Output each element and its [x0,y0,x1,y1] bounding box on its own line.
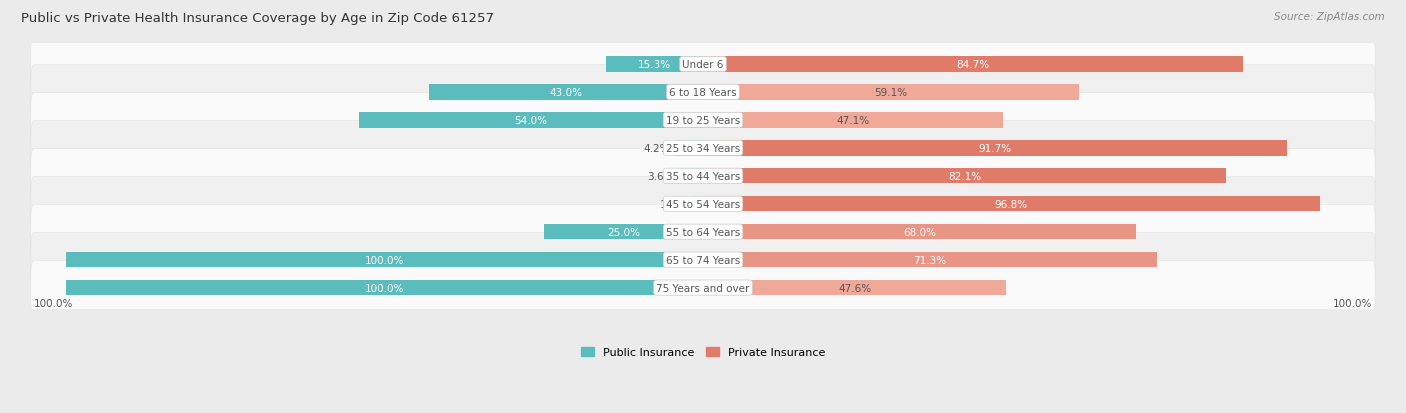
FancyBboxPatch shape [703,197,1320,212]
Text: 25.0%: 25.0% [607,227,640,237]
Text: 6 to 18 Years: 6 to 18 Years [669,88,737,97]
FancyBboxPatch shape [703,252,1157,268]
FancyBboxPatch shape [676,141,703,156]
FancyBboxPatch shape [31,205,1375,259]
FancyBboxPatch shape [703,57,1243,72]
FancyBboxPatch shape [429,85,703,100]
FancyBboxPatch shape [31,38,1375,92]
Text: Source: ZipAtlas.com: Source: ZipAtlas.com [1274,12,1385,22]
Text: 47.6%: 47.6% [838,283,872,293]
Text: 100.0%: 100.0% [34,298,73,308]
Text: 43.0%: 43.0% [550,88,582,97]
Text: 100.0%: 100.0% [1333,298,1372,308]
FancyBboxPatch shape [31,233,1375,287]
Text: 25 to 34 Years: 25 to 34 Years [666,143,740,154]
FancyBboxPatch shape [31,121,1375,176]
FancyBboxPatch shape [31,261,1375,315]
Text: 35 to 44 Years: 35 to 44 Years [666,171,740,181]
Text: 84.7%: 84.7% [956,60,990,70]
FancyBboxPatch shape [359,113,703,128]
FancyBboxPatch shape [703,85,1080,100]
FancyBboxPatch shape [31,65,1375,120]
Text: 68.0%: 68.0% [903,227,936,237]
FancyBboxPatch shape [31,93,1375,148]
Text: 15.3%: 15.3% [638,60,671,70]
Text: 1.6%: 1.6% [659,199,686,209]
Text: 47.1%: 47.1% [837,116,869,126]
Text: 65 to 74 Years: 65 to 74 Years [666,255,740,265]
FancyBboxPatch shape [606,57,703,72]
FancyBboxPatch shape [703,113,1002,128]
FancyBboxPatch shape [703,141,1286,156]
Text: 100.0%: 100.0% [364,255,404,265]
Text: 3.6%: 3.6% [647,171,673,181]
Text: 4.2%: 4.2% [644,143,669,154]
Text: 45 to 54 Years: 45 to 54 Years [666,199,740,209]
FancyBboxPatch shape [66,280,703,296]
Text: 55 to 64 Years: 55 to 64 Years [666,227,740,237]
FancyBboxPatch shape [703,169,1226,184]
Text: Under 6: Under 6 [682,60,724,70]
FancyBboxPatch shape [703,280,1007,296]
Text: Public vs Private Health Insurance Coverage by Age in Zip Code 61257: Public vs Private Health Insurance Cover… [21,12,494,25]
Text: 75 Years and over: 75 Years and over [657,283,749,293]
Text: 100.0%: 100.0% [364,283,404,293]
Text: 91.7%: 91.7% [979,143,1012,154]
Text: 19 to 25 Years: 19 to 25 Years [666,116,740,126]
FancyBboxPatch shape [31,177,1375,232]
Text: 96.8%: 96.8% [995,199,1028,209]
Text: 82.1%: 82.1% [948,171,981,181]
FancyBboxPatch shape [544,225,703,240]
FancyBboxPatch shape [693,197,703,212]
Text: 54.0%: 54.0% [515,116,547,126]
FancyBboxPatch shape [31,149,1375,204]
Text: 59.1%: 59.1% [875,88,908,97]
FancyBboxPatch shape [66,252,703,268]
Text: 71.3%: 71.3% [914,255,946,265]
FancyBboxPatch shape [703,225,1136,240]
FancyBboxPatch shape [681,169,703,184]
Legend: Public Insurance, Private Insurance: Public Insurance, Private Insurance [576,342,830,362]
